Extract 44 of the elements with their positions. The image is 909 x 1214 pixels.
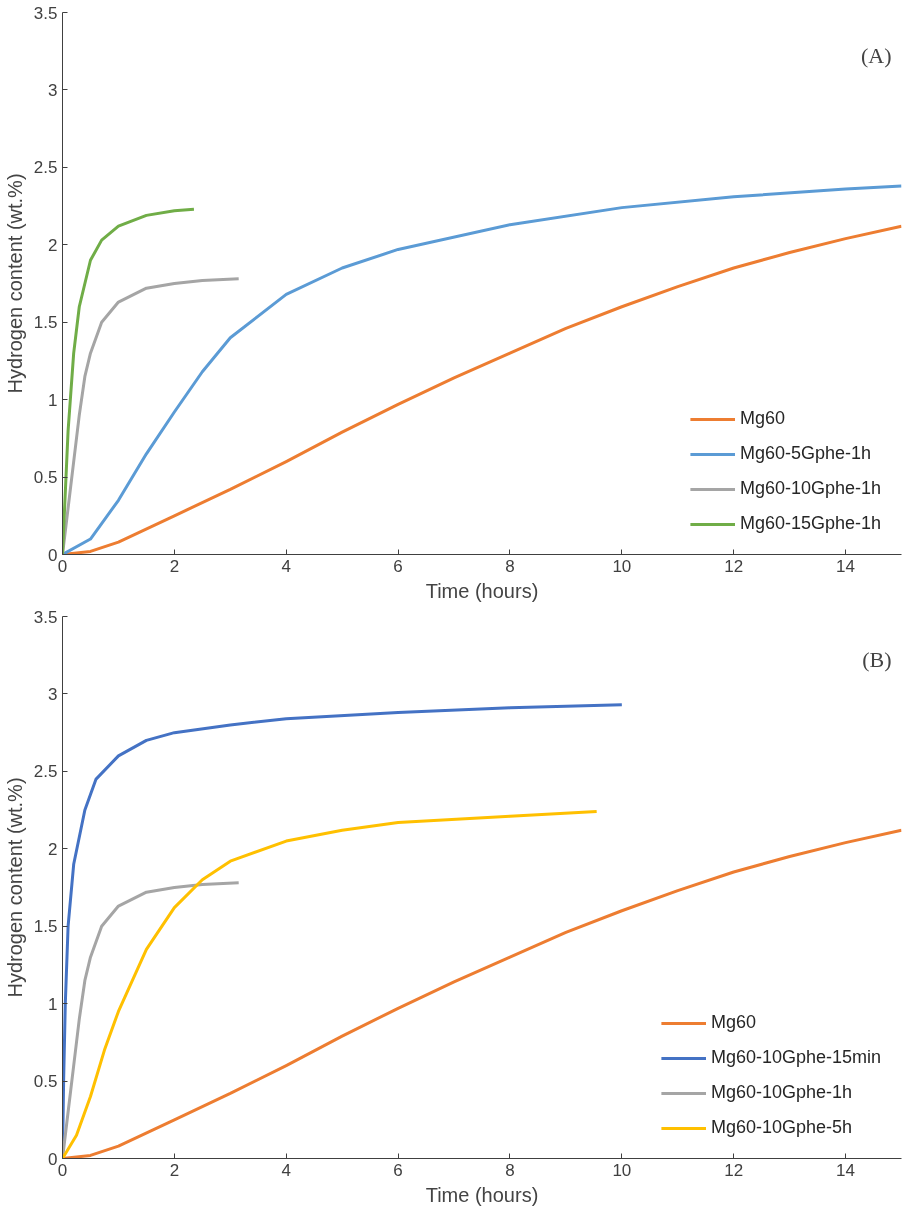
y-tick-label: 3 [48,80,58,100]
annotation: (B) [862,646,892,672]
y-tick-label: 3 [48,684,58,704]
x-tick-label: 12 [724,1160,744,1180]
y-tick-label: 2.5 [33,762,58,782]
legend-label: Mg60-10Gphe-1h [710,1082,852,1103]
x-tick-label: 2 [169,556,180,576]
x-tick-label: 12 [724,556,744,576]
line-series [62,810,599,1159]
y-tick-label: 1 [48,390,58,410]
x-tick-label: 14 [836,1160,856,1180]
y-tick-label: 0.5 [33,468,58,488]
y-axis-title: Hydrogen content (wt.%) [3,173,26,394]
x-tick-label: 10 [612,1160,632,1180]
y-tick-label: 1 [48,994,58,1014]
y-tick-label: 3.5 [33,607,58,627]
y-tick-label: 1.5 [33,917,58,937]
line-series [62,207,196,555]
x-tick-label: 6 [393,556,403,576]
x-tick-label: 8 [505,1160,515,1180]
x-axis-title: Time (hours) [425,1183,539,1206]
x-tick-label: 2 [169,1160,180,1180]
legend-label: Mg60-10Gphe-15min [710,1047,881,1068]
x-tick-label: 10 [612,556,632,576]
y-axis-title: Hydrogen content (wt.%) [3,777,26,998]
x-tick-label: 4 [281,1160,291,1180]
legend-label: Mg60 [710,1012,756,1033]
y-tick-label: 2 [48,839,58,859]
y-tick-label: 2.5 [33,158,58,178]
x-tick-label: 6 [393,1160,403,1180]
annotation: (A) [860,42,892,68]
legend-label: Mg60-15Gphe-1h [739,513,881,534]
x-tick-label: 14 [836,556,856,576]
x-axis-title: Time (hours) [425,579,539,602]
y-tick-label: 2 [48,235,58,255]
x-tick-label: 8 [505,556,515,576]
legend-label: Mg60-10Gphe-1h [739,478,881,499]
x-tick-label: 4 [281,556,291,576]
y-tick-label: 3.5 [33,3,58,23]
y-tick-label: 0.5 [33,1072,58,1092]
legend-label: Mg60-5Gphe-1h [739,443,871,464]
legend-label: Mg60 [739,408,785,429]
legend-label: Mg60-10Gphe-5h [710,1117,852,1138]
y-tick-label: 1.5 [33,313,58,333]
